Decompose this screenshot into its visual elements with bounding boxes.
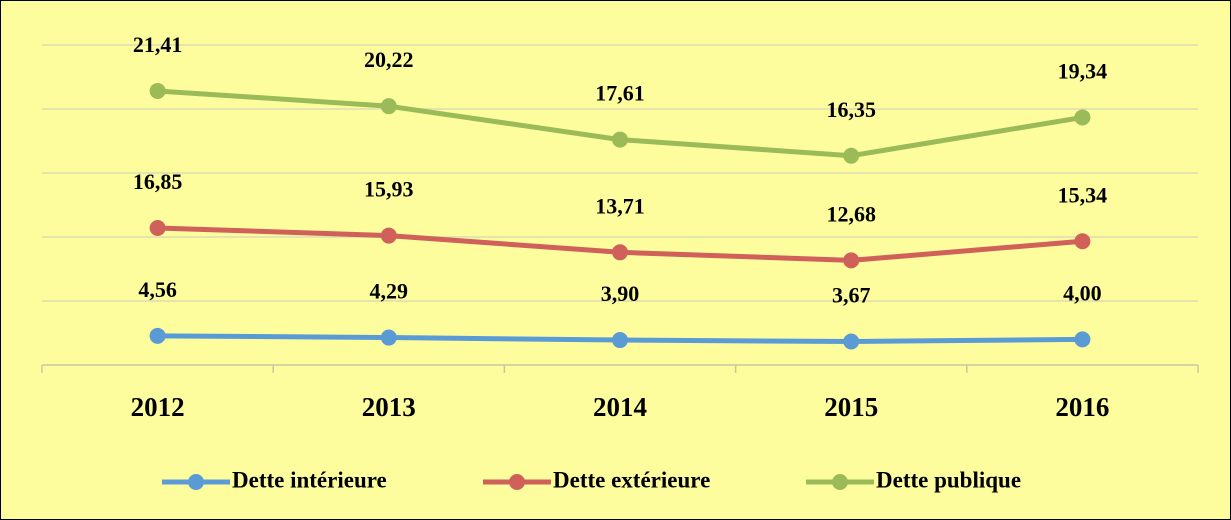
legend-label: Dette extérieure bbox=[553, 467, 710, 492]
legend-label: Dette intérieure bbox=[232, 467, 387, 492]
point bbox=[612, 244, 628, 261]
data-label: 20,22 bbox=[364, 47, 414, 72]
x-tick-label: 2014 bbox=[593, 392, 647, 422]
point bbox=[843, 147, 860, 164]
data-label: 4,56 bbox=[138, 277, 177, 302]
data-label: 16,35 bbox=[826, 97, 876, 122]
data-label: 13,71 bbox=[595, 193, 645, 218]
data-label: 16,85 bbox=[133, 169, 183, 194]
data-label: 15,34 bbox=[1058, 182, 1108, 207]
x-tick-label: 2013 bbox=[362, 392, 416, 422]
point bbox=[380, 329, 397, 346]
data-label: 4,29 bbox=[370, 279, 409, 304]
data-label: 15,93 bbox=[364, 177, 414, 202]
data-label: 21,41 bbox=[133, 32, 183, 57]
legend-label: Dette publique bbox=[876, 467, 1021, 492]
point bbox=[843, 252, 860, 269]
point bbox=[1074, 233, 1091, 250]
point bbox=[612, 131, 628, 148]
point bbox=[1074, 331, 1091, 348]
point bbox=[149, 82, 166, 99]
legend-marker bbox=[509, 474, 525, 490]
point bbox=[149, 219, 166, 236]
x-tick-label: 2015 bbox=[824, 392, 878, 422]
point bbox=[843, 333, 860, 350]
data-label: 4,00 bbox=[1063, 280, 1102, 305]
legend-marker bbox=[188, 474, 204, 490]
data-label: 17,61 bbox=[595, 81, 645, 106]
data-label: 3,90 bbox=[601, 281, 640, 306]
point bbox=[612, 332, 628, 349]
data-label: 12,68 bbox=[826, 201, 876, 226]
point bbox=[380, 98, 397, 115]
data-label: 3,67 bbox=[832, 283, 871, 308]
point bbox=[1074, 109, 1091, 126]
point bbox=[149, 327, 166, 344]
x-tick-label: 2016 bbox=[1055, 392, 1109, 422]
legend-marker bbox=[832, 474, 848, 490]
data-label: 19,34 bbox=[1058, 58, 1108, 83]
x-tick-label: 2012 bbox=[131, 392, 185, 422]
point bbox=[380, 227, 397, 244]
